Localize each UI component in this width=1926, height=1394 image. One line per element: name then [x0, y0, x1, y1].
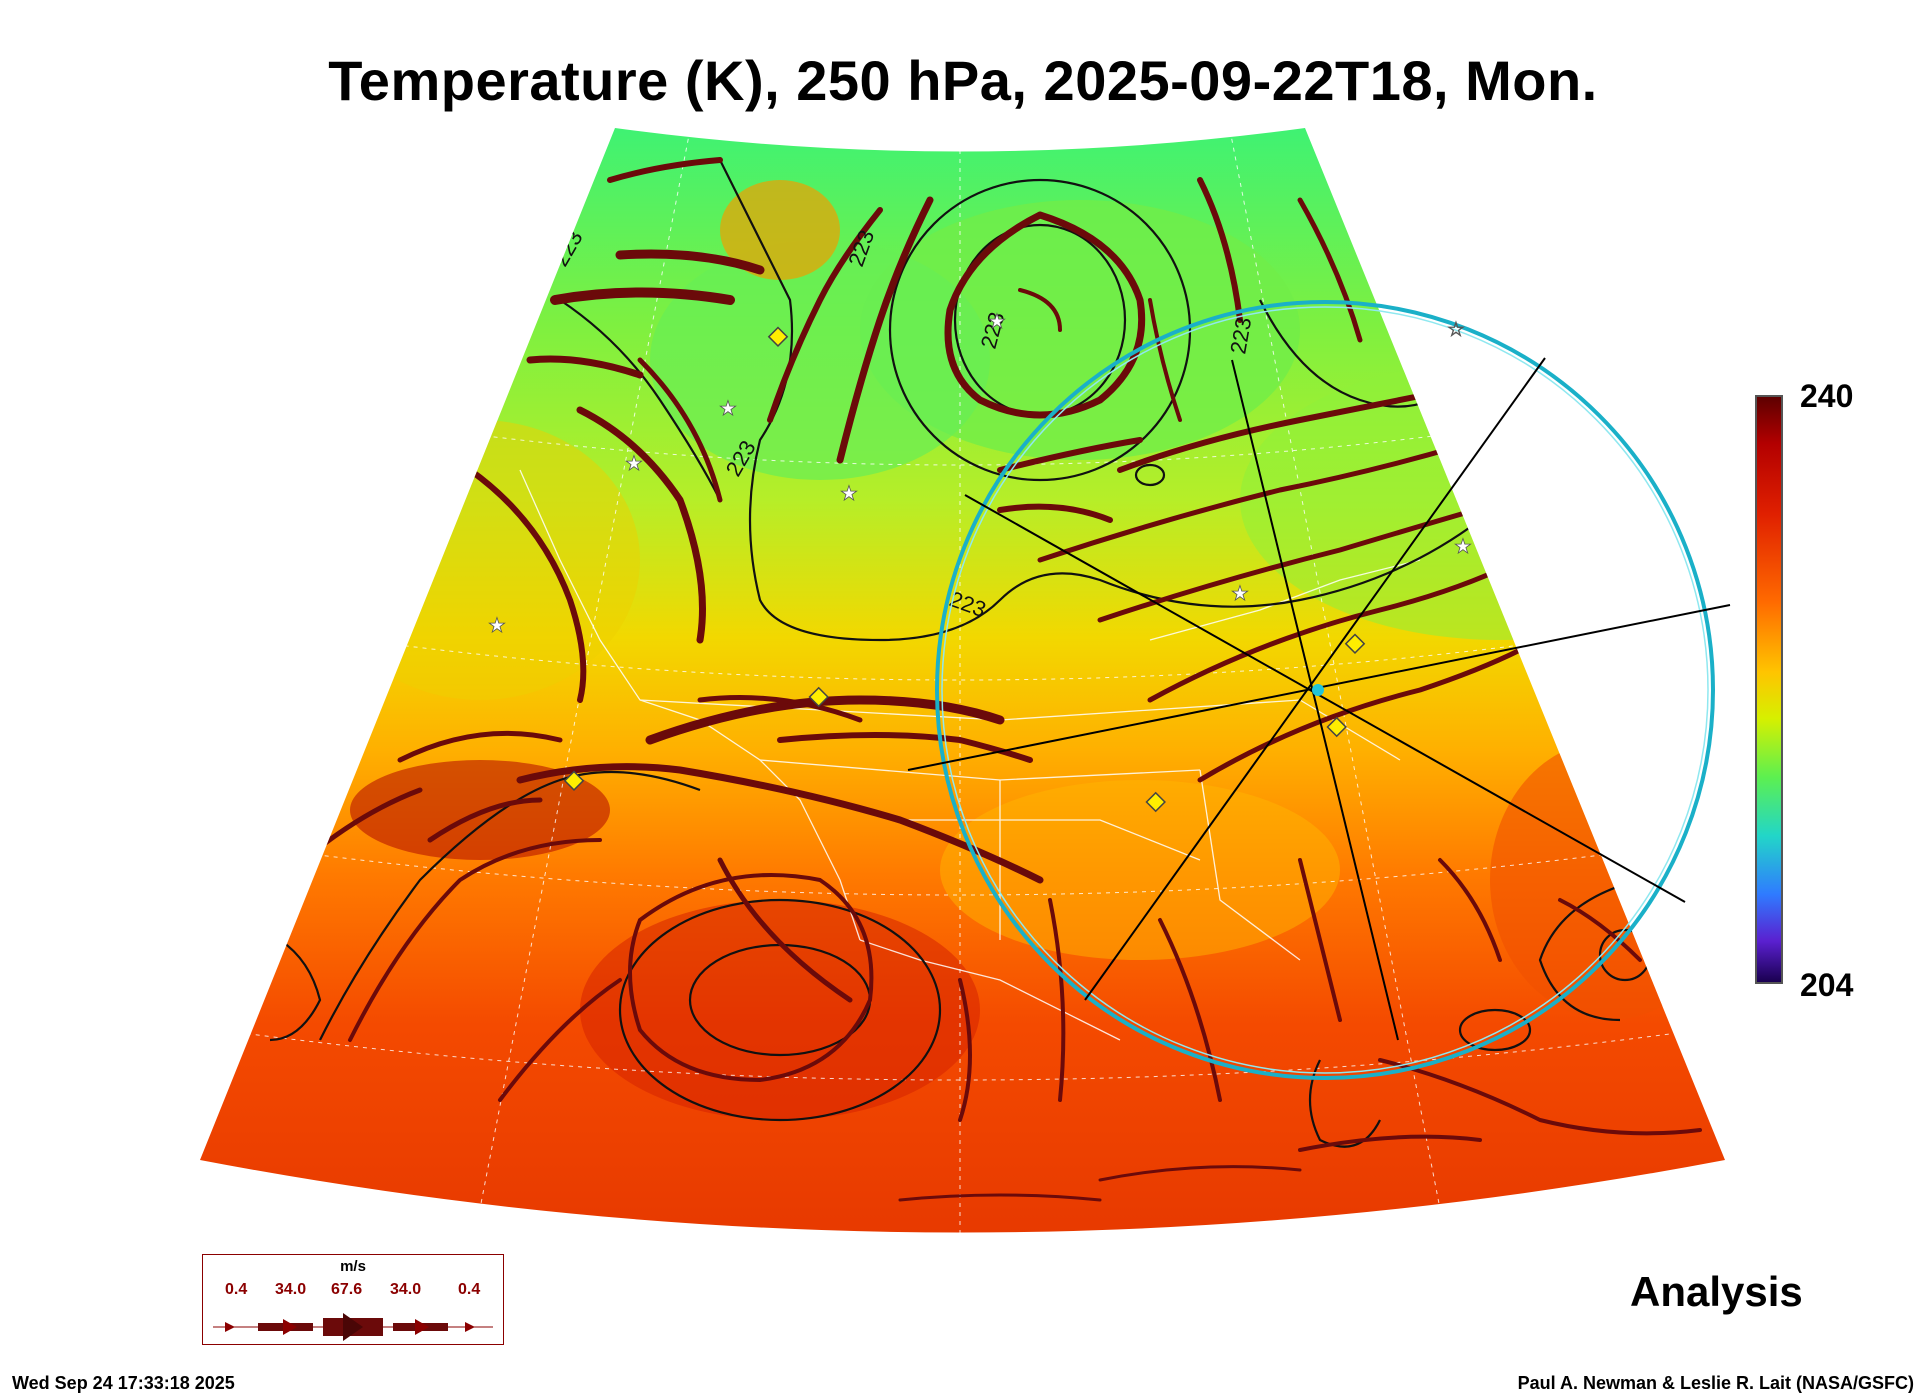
- svg-text:★: ★: [488, 613, 506, 637]
- colorbar: [1755, 395, 1783, 984]
- colorbar-max-label: 240: [1800, 378, 1854, 414]
- legend-unit: m/s: [340, 1258, 366, 1275]
- legend-value: 34.0: [390, 1281, 422, 1298]
- star-markers: ★ ★ ★ ★ ★ ★ ★ ☆: [488, 309, 1473, 638]
- legend-value: 34.0: [275, 1281, 307, 1298]
- legend-value: 0.4: [225, 1281, 248, 1298]
- legend-value: 67.6: [331, 1281, 363, 1298]
- legend-value: 0.4: [458, 1281, 481, 1298]
- analysis-label: Analysis: [1630, 1268, 1803, 1315]
- svg-text:★: ★: [988, 309, 1006, 333]
- svg-text:★: ★: [840, 481, 858, 505]
- svg-text:★: ★: [1231, 581, 1249, 605]
- svg-text:☆: ☆: [1447, 317, 1465, 341]
- temperature-field: [200, 128, 1725, 1233]
- station-markers: [563, 326, 1366, 813]
- bearing-lines: [907, 357, 1731, 1041]
- range-circle: [935, 300, 1715, 1080]
- graticule: [219, 129, 1701, 1233]
- legend-arrow-scale: [213, 1313, 493, 1341]
- wind-speed-legend: m/s 0.4 34.0 67.6 34.0 0.4: [202, 1254, 504, 1345]
- timestamp: Wed Sep 24 17:33:18 2025: [12, 1373, 235, 1393]
- map-title: Temperature (K), 250 hPa, 2025-09-22T18,…: [328, 49, 1598, 112]
- credit: Paul A. Newman & Leslie R. Lait (NASA/GS…: [1517, 1373, 1914, 1393]
- station-center-marker: [1312, 684, 1324, 696]
- svg-text:★: ★: [1454, 534, 1472, 558]
- svg-text:★: ★: [719, 396, 737, 420]
- svg-text:★: ★: [625, 451, 643, 475]
- colorbar-min-label: 204: [1800, 967, 1854, 1003]
